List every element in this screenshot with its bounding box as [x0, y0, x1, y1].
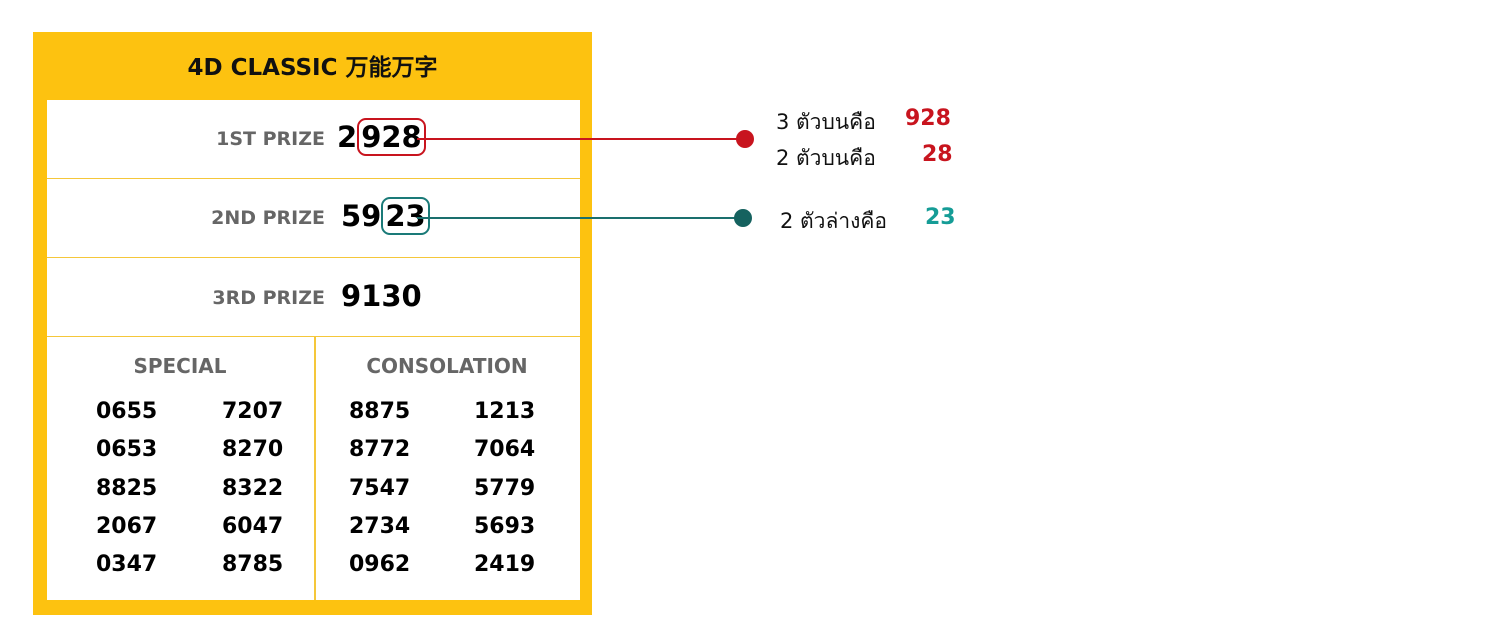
prize-number: 2 928 — [337, 118, 426, 156]
prize-row: 2ND PRIZE 59 23 — [47, 178, 580, 258]
number: 5693 — [474, 513, 536, 539]
number: 8825 — [96, 475, 158, 501]
number: 0655 — [96, 399, 158, 424]
number: 7207 — [222, 399, 284, 424]
number: 1213 — [474, 399, 536, 424]
prize-row: 3RD PRIZE 9130 — [47, 258, 580, 337]
dot — [734, 209, 752, 227]
highlight: 23 — [381, 197, 430, 235]
annotation-value: 28 — [922, 142, 953, 167]
divider — [314, 337, 316, 600]
number: 2067 — [96, 513, 158, 539]
annotation-value: 23 — [925, 205, 956, 230]
highlight: 928 — [357, 118, 426, 156]
number: 5779 — [474, 475, 536, 501]
number: 0347 — [96, 552, 158, 578]
card-title: 4D CLASSIC 万能万字 — [187, 55, 438, 81]
number: 7064 — [474, 437, 536, 463]
prize-number: 9130 — [341, 279, 422, 313]
result-card: 4D CLASSIC 万能万字 1ST PRIZE 2 928 2ND PRIZE… — [33, 32, 592, 615]
number: 8772 — [349, 437, 411, 463]
section-title: SPECIAL — [133, 354, 227, 378]
number: 0653 — [96, 437, 158, 463]
prize-label: 3RD PRIZE — [212, 287, 325, 309]
number: 8785 — [222, 552, 284, 578]
annotation-label: 2 ตัวล่างคือ — [780, 209, 888, 233]
annotation-label: 3 ตัวบนคือ — [776, 110, 876, 134]
prize-number: 59 23 — [341, 197, 430, 235]
number: 7547 — [349, 475, 411, 501]
number: 8322 — [222, 475, 284, 501]
card-body: 1ST PRIZE 2 928 2ND PRIZE 59 23 3RD PRIZE … — [47, 100, 580, 600]
number: 6047 — [222, 513, 284, 539]
digits: 2 — [337, 120, 358, 154]
prize-label: 1ST PRIZE — [216, 128, 325, 150]
annotation-value: 928 — [905, 106, 951, 131]
prize-label: 2ND PRIZE — [211, 207, 325, 229]
number: 2419 — [474, 552, 536, 578]
number: 2734 — [349, 513, 411, 539]
prize-row: 1ST PRIZE 2 928 — [47, 100, 580, 179]
number: 8270 — [222, 437, 284, 463]
section-title: CONSOLATION — [366, 354, 528, 378]
digits: 59 — [341, 199, 382, 233]
dot — [736, 130, 754, 148]
number: 8875 — [349, 399, 411, 424]
annotation-label: 2 ตัวบนคือ — [776, 146, 876, 170]
number: 0962 — [349, 552, 411, 578]
